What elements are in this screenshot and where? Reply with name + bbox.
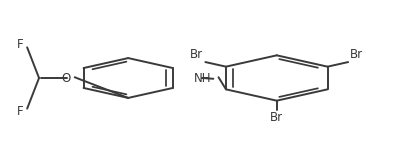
Text: Br: Br — [190, 48, 203, 61]
Text: F: F — [16, 105, 23, 118]
Text: NH: NH — [194, 71, 211, 85]
Text: F: F — [16, 38, 23, 51]
Text: Br: Br — [270, 111, 283, 124]
Text: Br: Br — [350, 48, 363, 61]
Text: O: O — [61, 71, 71, 85]
